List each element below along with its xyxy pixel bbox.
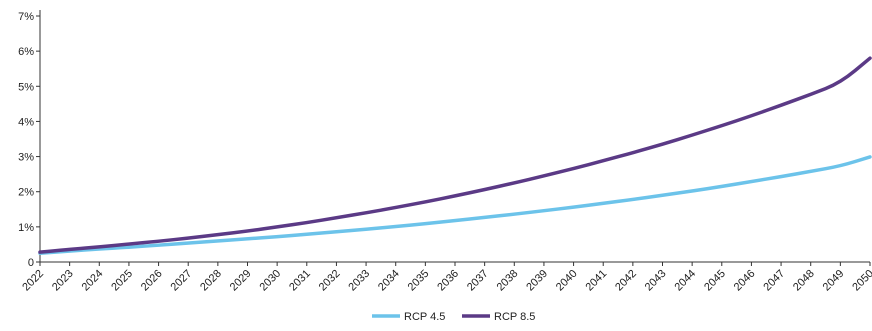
x-tick-label: 2032 xyxy=(317,268,343,294)
x-tick-label: 2023 xyxy=(50,268,76,294)
x-tick-label: 2031 xyxy=(287,268,313,294)
legend-label-rcp45: RCP 4.5 xyxy=(404,311,445,323)
x-tick-label: 2046 xyxy=(732,268,758,294)
legend-label-rcp85: RCP 8.5 xyxy=(494,311,535,323)
y-tick-label: 2% xyxy=(18,187,34,199)
x-tick-label: 2043 xyxy=(643,268,669,294)
x-tick-label: 2026 xyxy=(139,268,165,294)
y-tick-label: 7% xyxy=(18,11,34,23)
x-tick-label: 2033 xyxy=(346,268,372,294)
x-tick-label: 2034 xyxy=(376,268,402,294)
series-line-rcp85 xyxy=(38,56,872,254)
x-tick-label: 2048 xyxy=(791,268,817,294)
x-tick-label: 2022 xyxy=(20,268,46,294)
x-tick-label: 2050 xyxy=(850,268,872,294)
series-line-rcp45 xyxy=(38,155,872,255)
x-tick-label: 2025 xyxy=(109,268,135,294)
x-tick-label: 2037 xyxy=(465,268,491,294)
x-tick-label: 2040 xyxy=(554,268,580,294)
x-tick-label: 2041 xyxy=(584,268,610,294)
x-tick-label: 2044 xyxy=(672,268,698,294)
x-tick-label: 2035 xyxy=(406,268,432,294)
x-tick-label: 2029 xyxy=(228,268,254,294)
x-tick-label: 2049 xyxy=(821,268,847,294)
y-tick-label: 6% xyxy=(18,46,34,58)
x-tick-label: 2047 xyxy=(761,268,787,294)
x-tick-label: 2028 xyxy=(198,268,224,294)
x-tick-label: 2024 xyxy=(80,268,106,294)
y-tick-label: 4% xyxy=(18,116,34,128)
x-tick-label: 2042 xyxy=(613,268,639,294)
x-tick-label: 2030 xyxy=(257,268,283,294)
x-tick-label: 2038 xyxy=(495,268,521,294)
y-tick-label: 1% xyxy=(18,222,34,234)
y-tick-label: 0 xyxy=(28,257,34,269)
x-tick-label: 2039 xyxy=(524,268,550,294)
y-tick-label: 3% xyxy=(18,152,34,164)
y-tick-label: 5% xyxy=(18,81,34,93)
x-tick-label: 2045 xyxy=(702,268,728,294)
x-tick-label: 2027 xyxy=(169,268,195,294)
x-tick-label: 2036 xyxy=(435,268,461,294)
